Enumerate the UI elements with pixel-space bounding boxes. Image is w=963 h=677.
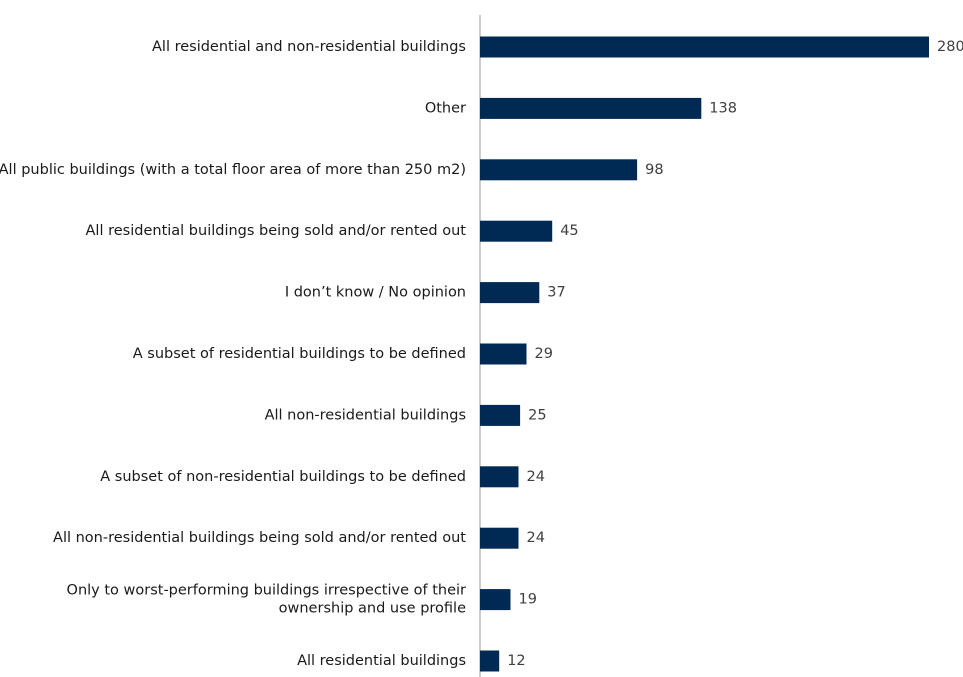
category-label-line: Only to worst-performing buildings irres… — [67, 583, 467, 599]
data-label: 45 — [560, 223, 578, 239]
bar — [480, 650, 500, 672]
bar-group — [480, 36, 929, 672]
data-label: 138 — [709, 100, 737, 116]
bar — [480, 404, 521, 426]
data-label: 24 — [527, 469, 545, 485]
data-label: 12 — [507, 653, 525, 669]
category-label-line: All residential buildings being sold and… — [86, 223, 467, 239]
bar — [480, 159, 638, 181]
category-label: All residential buildings being sold and… — [86, 223, 467, 239]
category-label-line: I don’t know / No opinion — [285, 285, 466, 301]
bar — [480, 220, 553, 242]
category-label: All residential buildings — [297, 653, 466, 669]
category-label-line: All public buildings (with a total floor… — [0, 162, 466, 178]
value-labels: 280 138 98 45 37 29 25 24 24 19 12 — [507, 39, 963, 669]
category-label: Other — [425, 100, 466, 116]
bar — [480, 527, 519, 549]
data-label: 24 — [527, 530, 545, 546]
category-label: All public buildings (with a total floor… — [0, 162, 466, 178]
data-label: 280 — [937, 39, 963, 55]
category-label-line: Other — [425, 100, 466, 116]
category-label: Only to worst-performing buildings irres… — [67, 583, 467, 617]
category-label-line: A subset of non-residential buildings to… — [100, 469, 466, 485]
data-label: 37 — [547, 285, 565, 301]
category-label-line: All non-residential buildings being sold… — [53, 530, 466, 546]
category-label-line: A subset of residential buildings to be … — [133, 346, 466, 362]
data-label: 19 — [519, 592, 537, 608]
bar — [480, 466, 519, 488]
category-label: A subset of non-residential buildings to… — [100, 469, 466, 485]
category-labels: All residential and non-residential buil… — [0, 39, 466, 669]
category-label: All non-residential buildings being sold… — [53, 530, 466, 546]
bar — [480, 36, 929, 58]
data-label: 25 — [528, 407, 546, 423]
data-label: 29 — [535, 346, 553, 362]
category-label-line: All non-residential buildings — [265, 407, 466, 423]
category-label: All residential and non-residential buil… — [152, 39, 466, 55]
data-label: 98 — [645, 162, 663, 178]
category-label-line: ownership and use profile — [279, 601, 466, 617]
category-label: All non-residential buildings — [265, 407, 466, 423]
bar — [480, 343, 527, 365]
category-label: A subset of residential buildings to be … — [133, 346, 466, 362]
bar — [480, 97, 702, 119]
category-label: I don’t know / No opinion — [285, 285, 466, 301]
bar — [480, 282, 540, 304]
category-label-line: All residential and non-residential buil… — [152, 39, 466, 55]
bar — [480, 589, 511, 611]
category-label-line: All residential buildings — [297, 653, 466, 669]
